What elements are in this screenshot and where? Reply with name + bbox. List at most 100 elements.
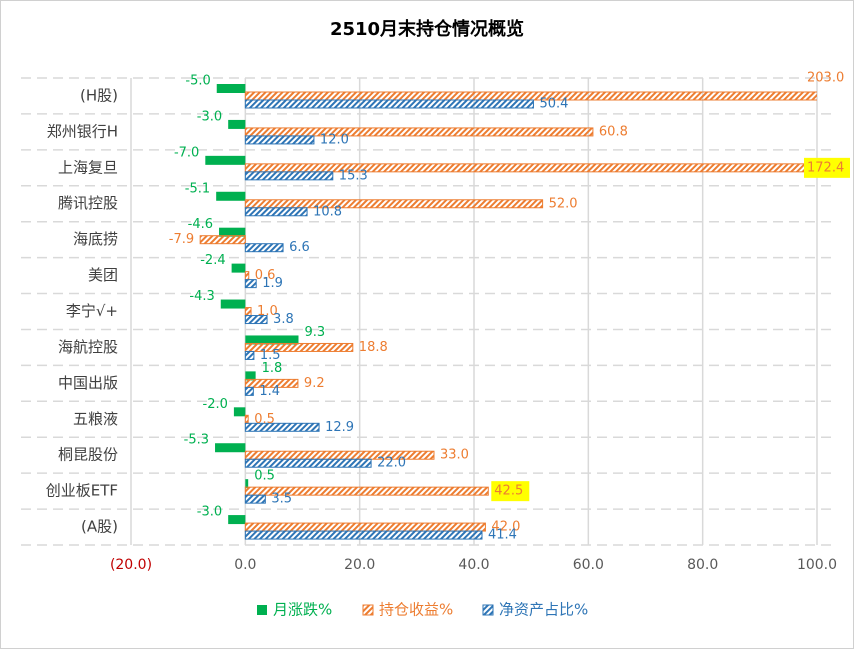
data-label: 60.8	[599, 124, 628, 139]
data-label: 1.4	[259, 384, 280, 399]
bar	[231, 263, 246, 273]
legend-label: 净资产占比%	[499, 601, 588, 619]
bar	[244, 378, 299, 388]
data-label: 203.0	[807, 71, 844, 86]
bar	[245, 371, 256, 381]
y-tick-label: 腾讯控股	[58, 194, 118, 212]
bar	[244, 486, 489, 496]
y-tick-label: 创业板ETF	[46, 482, 118, 500]
data-label: 6.6	[289, 240, 310, 255]
bar	[244, 350, 255, 360]
data-label: 1.0	[257, 304, 278, 319]
data-label: 12.9	[325, 420, 354, 435]
data-label: 42.5	[494, 484, 523, 499]
data-label: -3.0	[197, 109, 222, 124]
bar	[244, 279, 257, 289]
data-label: 22.0	[377, 456, 406, 471]
bar	[244, 271, 250, 281]
data-label: 12.0	[320, 132, 349, 147]
data-label: 172.4	[807, 160, 844, 175]
data-label: 0.5	[254, 469, 275, 484]
data-label: 1.8	[262, 361, 283, 376]
x-tick-label: 0.0	[234, 557, 256, 573]
bar	[244, 99, 534, 109]
bar	[216, 191, 246, 201]
y-tick-label: 李宁√+	[66, 302, 118, 320]
data-label: -3.0	[197, 505, 222, 520]
bar	[244, 199, 544, 209]
bar	[219, 227, 246, 237]
data-label: 9.3	[304, 325, 325, 340]
bar	[244, 414, 249, 424]
data-label: 3.8	[273, 312, 294, 327]
y-tick-label: 中国出版	[58, 374, 118, 392]
bar	[199, 235, 246, 245]
x-tick-label: 20.0	[344, 557, 375, 573]
data-label: -4.3	[189, 289, 214, 304]
y-tick-label: 郑州银行H	[47, 122, 118, 140]
data-label: -7.0	[174, 145, 199, 160]
bar	[216, 84, 246, 93]
bar	[215, 443, 246, 453]
y-tick-label: 上海复旦	[58, 158, 118, 176]
bar	[228, 515, 246, 525]
bar	[244, 243, 284, 253]
data-label: 1.9	[262, 276, 283, 291]
data-label: 0.6	[255, 268, 276, 283]
data-label: 9.2	[304, 376, 325, 391]
data-label: 41.4	[488, 528, 517, 543]
data-label: 10.8	[313, 204, 342, 219]
bar	[244, 163, 817, 173]
y-tick-label: 美团	[88, 266, 118, 284]
bar	[220, 299, 246, 309]
data-label: -5.1	[185, 181, 210, 196]
bar	[245, 335, 299, 345]
bar	[245, 479, 249, 489]
bar	[228, 119, 246, 129]
legend-label: 持仓收益%	[379, 601, 453, 619]
x-tick-label: (20.0)	[110, 557, 152, 573]
data-label: 52.0	[549, 196, 578, 211]
data-label: 50.4	[539, 97, 568, 112]
bar	[244, 386, 254, 396]
bar	[244, 494, 266, 504]
legend-label: 月涨跌%	[273, 601, 332, 619]
y-tick-label: (H股)	[80, 86, 118, 104]
legend-swatch	[362, 604, 374, 616]
bar	[244, 135, 315, 145]
data-label: -4.6	[188, 217, 213, 232]
y-tick-label: 桐昆股份	[58, 446, 118, 464]
label-highlight	[804, 157, 850, 178]
bar	[244, 127, 594, 137]
data-label: -7.9	[169, 232, 194, 247]
y-tick-label: (A股)	[81, 518, 118, 536]
data-label: 0.5	[254, 412, 275, 427]
data-label: 42.0	[491, 520, 520, 535]
bar	[244, 458, 372, 468]
data-label: -2.0	[203, 397, 228, 412]
data-label: 15.3	[339, 168, 368, 183]
plot-area	[199, 84, 817, 540]
label-highlight	[491, 481, 530, 502]
data-label: 3.5	[271, 492, 292, 507]
data-label: 33.0	[440, 448, 469, 463]
bar	[233, 407, 246, 417]
data-label: 1.5	[260, 348, 281, 363]
bar	[244, 342, 354, 352]
y-tick-label: 五粮液	[73, 410, 118, 428]
data-label: -5.0	[185, 74, 210, 89]
bar	[244, 422, 320, 432]
bar	[244, 171, 334, 181]
y-tick-label: 海航控股	[58, 338, 118, 356]
bar	[244, 522, 486, 532]
legend-swatch	[257, 605, 267, 615]
x-tick-label: 80.0	[687, 557, 718, 573]
y-tick-label: 海底捞	[73, 230, 118, 248]
data-label: -2.4	[200, 253, 225, 268]
chart-title: 2510月末持仓情况概览	[330, 18, 524, 40]
bar	[244, 207, 308, 217]
x-tick-label: 60.0	[573, 557, 604, 573]
bar	[244, 91, 817, 101]
bar	[244, 530, 483, 540]
